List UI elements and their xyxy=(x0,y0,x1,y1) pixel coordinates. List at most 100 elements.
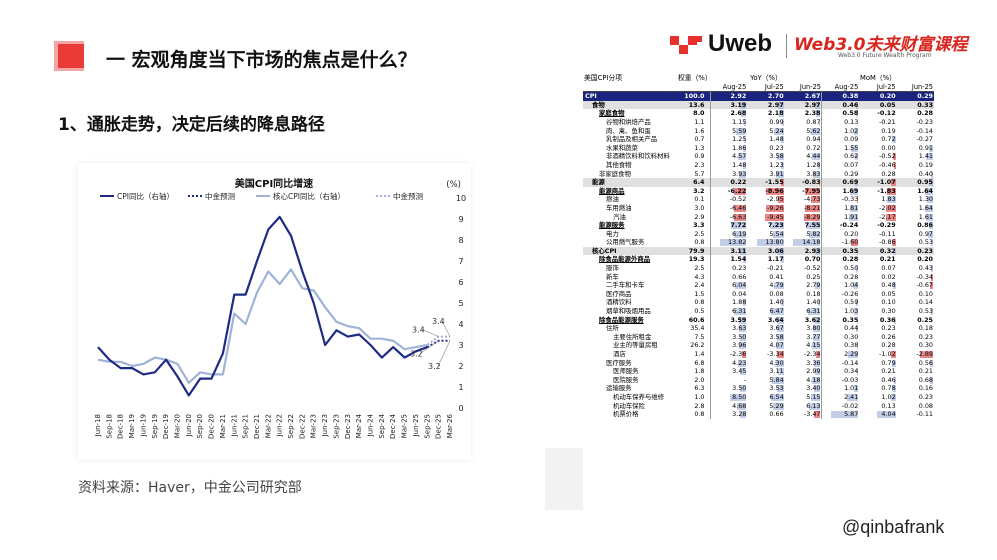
value-bar xyxy=(885,213,896,221)
cell-value: -2.89 xyxy=(916,350,933,358)
cell-value: 1.02 xyxy=(844,126,859,135)
yoy-cell: 1.25 xyxy=(709,135,748,144)
cell-value: 0.25 xyxy=(806,272,821,281)
x-tick-label: Mar-21 xyxy=(219,414,227,438)
yoy-cell: 5.24 xyxy=(747,127,784,136)
cell-value: 0.07 xyxy=(881,264,896,273)
cell-value: 14.18 xyxy=(802,238,821,247)
table-row: 燃油 0.1 -0.52 -2.95 -4.73 -0.33 1.83 1.30 xyxy=(583,195,934,204)
cell-value: 1.02 xyxy=(881,392,896,401)
row-weight: 3.0 xyxy=(694,203,705,212)
mom-cell: 0.62 xyxy=(821,152,860,161)
yoy-cell: 4.68 xyxy=(709,401,748,411)
yoy-cell: 13.80 xyxy=(747,238,784,247)
table-row: 家庭食物 8.0 2.68 2.18 2.38 0.58 -0.12 0.28 xyxy=(583,109,934,118)
row-label: 医疗服务 xyxy=(606,358,632,367)
cell-value: 3.50 xyxy=(732,384,747,393)
cell-value: -8.21 xyxy=(803,203,821,212)
cell-value: 0.20 xyxy=(879,92,896,101)
mom-cell: 0.05 xyxy=(859,290,896,299)
cell-value: -4.73 xyxy=(803,195,821,204)
yoy-cell: 3.06 xyxy=(747,246,785,256)
yoy-cell: 3.53 xyxy=(747,384,784,393)
row-label: 除食品能源外商品 xyxy=(599,255,651,264)
mom-cell: -1.60 xyxy=(821,238,860,247)
value-bar xyxy=(817,299,821,307)
mom-cell: 1.55 xyxy=(821,143,860,153)
row-weight: 0.8 xyxy=(694,238,705,247)
author-handle: @qinbafrank xyxy=(842,517,945,537)
cell-value: 0.99 xyxy=(769,117,784,126)
mom-cell: -0.12 xyxy=(859,109,896,118)
table-header-month: Aug-25 xyxy=(821,82,860,93)
x-tick-label: Jun-20 xyxy=(185,414,193,437)
value-bar xyxy=(741,351,747,358)
mom-cell: -0.52 xyxy=(859,152,896,161)
cell-value: 0.04 xyxy=(732,289,747,298)
row-weight: 8.0 xyxy=(693,109,705,118)
yoy-cell: 1.54 xyxy=(709,255,748,265)
value-bar xyxy=(738,170,747,178)
mom-cell: -2.02 xyxy=(859,204,896,213)
yoy-cell: 5.62 xyxy=(785,127,822,136)
cell-value: 0.35 xyxy=(842,315,859,324)
value-bar xyxy=(856,101,859,109)
value-bar xyxy=(891,239,896,247)
cell-value: 0.59 xyxy=(844,298,859,307)
value-bar xyxy=(931,170,933,178)
y-tick-label: 3 xyxy=(458,341,463,350)
row-label: 水果和蔬菜 xyxy=(606,143,638,152)
cell-value: 0.32 xyxy=(879,246,896,255)
yoy-cell: 3.11 xyxy=(709,246,748,256)
yoy-cell: 3.11 xyxy=(747,367,784,376)
cell-value: 0.07 xyxy=(844,160,859,169)
value-bar xyxy=(815,282,821,290)
legend-label: 中金预测 xyxy=(205,191,235,201)
mom-cell: -0.33 xyxy=(821,195,860,204)
cell-value: 0.19 xyxy=(881,126,896,135)
value-bar xyxy=(929,222,933,230)
series-line-solid-dark xyxy=(97,215,428,397)
table-body: CPI 100.0 2.92 2.70 2.67 0.38 0.20 0.29 食物 13.6 3.… xyxy=(583,91,934,419)
row-weight: 1.1 xyxy=(694,117,705,126)
cell-value: 2.68 xyxy=(730,109,747,118)
cell-value: 1.03 xyxy=(844,307,859,316)
mom-cell: 1.03 xyxy=(821,307,860,316)
cell-value: 1.69 xyxy=(842,186,859,195)
mom-cell: 0.20 xyxy=(821,229,860,239)
mom-cell: -0.24 xyxy=(821,221,860,230)
cell-value: 5.29 xyxy=(769,401,784,410)
mom-cell: -0.67 xyxy=(897,281,934,290)
cell-value: -0.23 xyxy=(916,117,933,126)
mom-cell: 0.46 xyxy=(821,100,860,110)
cell-value: 0.18 xyxy=(918,324,933,333)
cell-value: 0.13 xyxy=(844,117,859,126)
cell-value: - xyxy=(744,375,747,384)
yoy-cell: 5.59 xyxy=(709,126,748,136)
row-weight: 0.5 xyxy=(694,307,705,316)
mom-cell: 0.13 xyxy=(821,117,860,127)
value-bar xyxy=(743,161,747,169)
mom-cell: -2.89 xyxy=(897,350,934,359)
cell-value: 0.66 xyxy=(769,410,784,419)
mom-cell: 0.30 xyxy=(897,341,934,350)
value-bar xyxy=(855,153,859,161)
mom-cell: 0.30 xyxy=(821,332,860,342)
cell-value: 3.45 xyxy=(732,367,747,376)
mom-cell: -0.14 xyxy=(821,358,860,368)
cell-value: 0.05 xyxy=(879,100,896,109)
yoy-cell: -9.45 xyxy=(747,213,784,222)
row-label: 业主的等量房租 xyxy=(613,341,658,350)
cell-value: 0.23 xyxy=(918,332,933,341)
cell-value: 0.21 xyxy=(918,367,933,376)
table-row: 公用燃气服务 0.8 13.82 13.80 14.18 -1.60 -0.86 0.53 xyxy=(583,238,934,247)
value-bar xyxy=(772,376,784,384)
table-header-month: Aug-25 xyxy=(710,82,748,93)
yoy-cell: 2.70 xyxy=(747,91,785,101)
value-bar xyxy=(777,351,784,358)
cell-value: 0.08 xyxy=(918,401,933,410)
row-weight: 2.4 xyxy=(694,281,705,290)
cell-value: 2.92 xyxy=(730,92,747,101)
value-bar xyxy=(776,385,784,393)
x-tick-label: Dec-22 xyxy=(298,414,306,439)
